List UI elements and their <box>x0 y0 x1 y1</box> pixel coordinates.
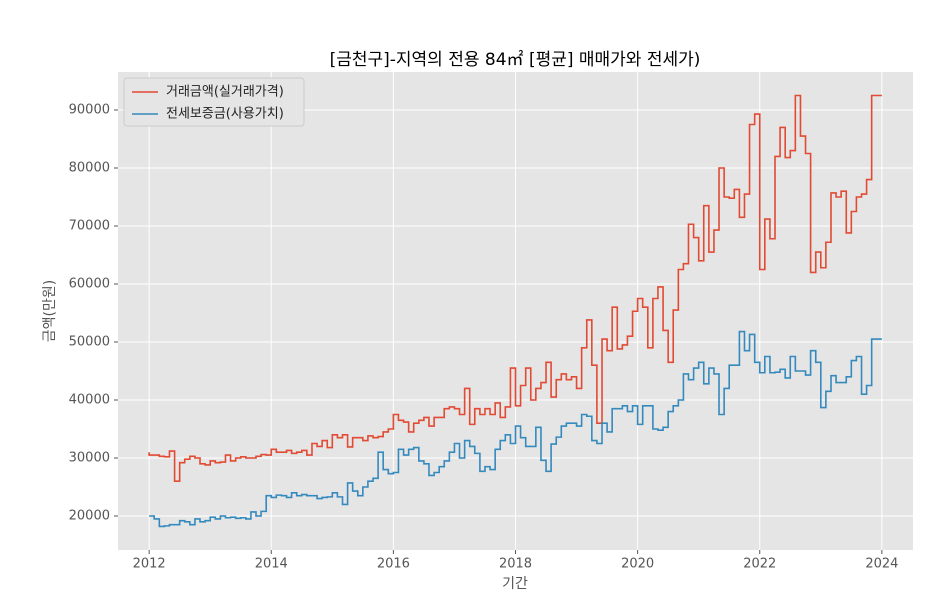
y-tick-label: 40000 <box>69 393 110 408</box>
x-tick-label: 2012 <box>133 557 166 572</box>
y-tick-label: 70000 <box>69 218 110 233</box>
y-axis-label: 금액(만원) <box>42 280 58 342</box>
y-tick-label: 50000 <box>69 335 110 350</box>
x-tick-label: 2024 <box>865 557 898 572</box>
legend-box <box>123 77 305 127</box>
chart-title: [금천구]-지역의 전용 84㎡ [평균] 매매가와 전세가) <box>330 50 701 70</box>
x-tick-label: 2022 <box>743 557 776 572</box>
x-tick-label: 2016 <box>377 557 410 572</box>
y-tick-label: 80000 <box>69 160 110 175</box>
series-line <box>148 94 882 483</box>
legend-label: 거래금액(실거래가격) <box>166 85 284 100</box>
x-tick-label: 2014 <box>255 557 288 572</box>
series-line <box>149 330 882 528</box>
x-tick-label: 2018 <box>499 557 532 572</box>
legend: 거래금액(실거래가격) 전세보증금(사용가치) <box>123 77 305 127</box>
y-tick-label: 20000 <box>69 509 110 524</box>
y-tick-label: 30000 <box>69 451 110 466</box>
y-tick-label: 90000 <box>69 102 110 117</box>
y-tick-label: 60000 <box>69 276 110 291</box>
x-axis-label: 기간 <box>502 576 528 592</box>
legend-label: 전세보증금(사용가치) <box>166 107 284 122</box>
x-tick-label: 2020 <box>621 557 654 572</box>
